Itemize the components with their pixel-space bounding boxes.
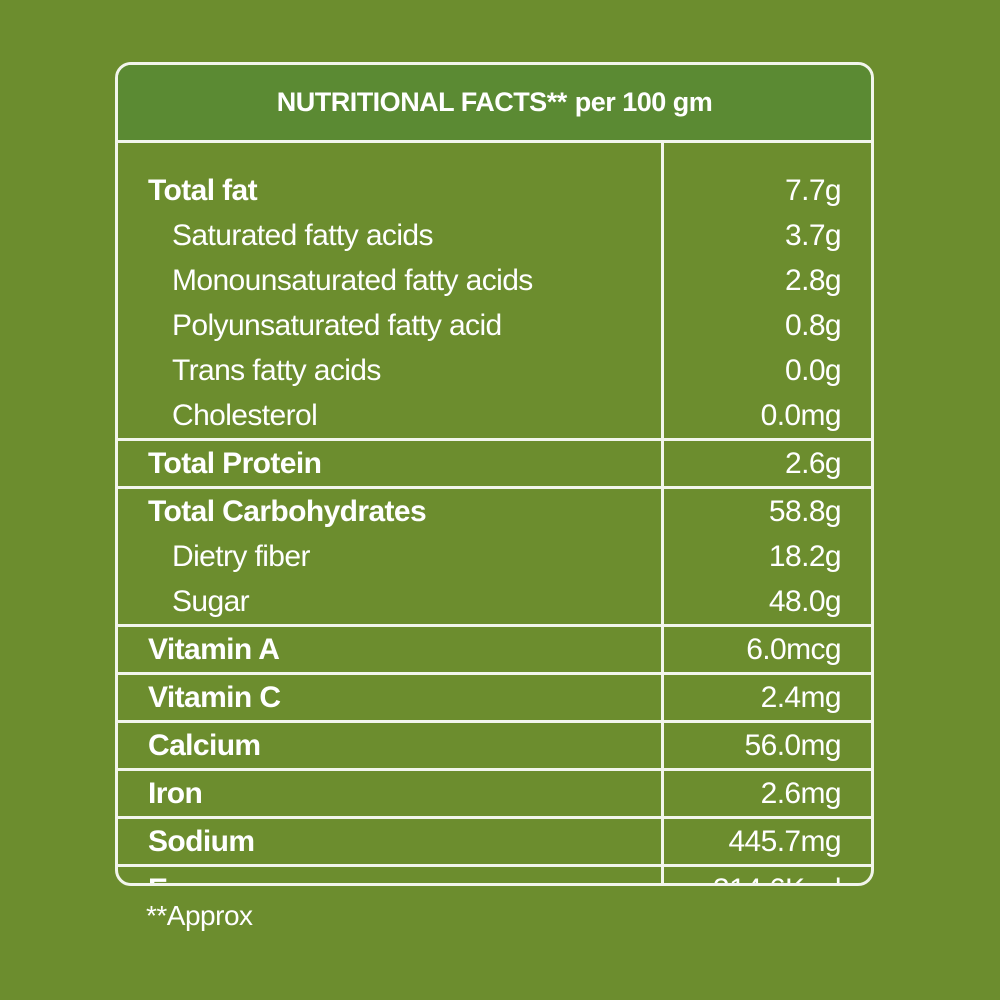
nutrient-label: Saturated fatty acids bbox=[172, 218, 433, 252]
nutrient-label: Calcium bbox=[148, 728, 261, 762]
nutrient-label: Monounsaturated fatty acids bbox=[172, 263, 533, 297]
table-row: Dietry fiber 18.2g bbox=[118, 534, 871, 579]
table-row: Monounsaturated fatty acids 2.8g bbox=[118, 258, 871, 303]
table-row: Sodium 445.7mg bbox=[118, 819, 871, 864]
nutrient-label: Energy bbox=[118, 873, 661, 884]
table-row: Saturated fatty acids 3.7g bbox=[118, 213, 871, 258]
carbohydrates-group: Total Carbohydrates 58.8g Dietry fiber 1… bbox=[118, 489, 871, 627]
nutrient-value: 0.0g bbox=[785, 353, 842, 387]
nutrient-label: Cholesterol bbox=[172, 398, 318, 432]
panel-header: NUTRITIONAL FACTS** per 100 gm bbox=[118, 65, 871, 143]
nutrient-label: Dietry fiber bbox=[172, 539, 310, 573]
table-row: Energy 314.6Kcal bbox=[118, 867, 871, 884]
nutrient-value: 0.8g bbox=[785, 308, 842, 342]
nutrient-value: 58.8g bbox=[768, 494, 842, 528]
nutrient-label: Vitamin A bbox=[148, 632, 280, 666]
nutrient-label: Total Carbohydrates bbox=[148, 494, 427, 528]
table-row: Total fat 7.7g bbox=[118, 168, 871, 213]
table-row: Calcium 56.0mg bbox=[118, 723, 871, 768]
nutrient-label: Sodium bbox=[148, 824, 255, 858]
fat-group: Total fat 7.7g Saturated fatty acids 3.7… bbox=[118, 143, 871, 441]
nutrition-table: Total fat 7.7g Saturated fatty acids 3.7… bbox=[118, 143, 871, 884]
table-row: Vitamin A 6.0mcg bbox=[118, 627, 871, 672]
nutrient-value: 2.4mg bbox=[760, 680, 842, 714]
footnote: **Approx bbox=[146, 900, 253, 931]
nutrient-label: Total fat bbox=[148, 173, 258, 207]
calcium-group: Calcium 56.0mg bbox=[118, 723, 871, 771]
vitamin-a-group: Vitamin A 6.0mcg bbox=[118, 627, 871, 675]
panel-subtitle: per 100 gm bbox=[574, 87, 713, 117]
nutrient-value: 56.0mg bbox=[744, 728, 842, 762]
table-row: Total Carbohydrates 58.8g bbox=[118, 489, 871, 534]
nutrient-label: Total Protein bbox=[148, 446, 322, 480]
nutrient-label: Sugar bbox=[172, 584, 250, 618]
table-row: Sugar 48.0g bbox=[118, 579, 871, 624]
nutrition-facts-panel: NUTRITIONAL FACTS** per 100 gm Total fat… bbox=[115, 62, 874, 886]
table-row: Cholesterol 0.0mg bbox=[118, 393, 871, 438]
nutrient-value: 48.0g bbox=[768, 584, 842, 618]
nutrient-value: 0.0mg bbox=[760, 398, 842, 432]
nutrient-value: 3.7g bbox=[785, 218, 842, 252]
table-row: Vitamin C 2.4mg bbox=[118, 675, 871, 720]
table-row: Iron 2.6mg bbox=[118, 771, 871, 816]
nutrient-value: 7.7g bbox=[785, 173, 842, 207]
iron-group: Iron 2.6mg bbox=[118, 771, 871, 819]
nutrient-label: Polyunsaturated fatty acid bbox=[172, 308, 502, 342]
nutrient-label: Iron bbox=[148, 776, 203, 810]
nutrient-value: 6.0mcg bbox=[746, 632, 841, 666]
sodium-group: Sodium 445.7mg bbox=[118, 819, 871, 867]
nutrient-value: 2.6mg bbox=[760, 776, 842, 810]
nutrient-value: 445.7mg bbox=[728, 824, 841, 858]
nutrient-label: Trans fatty acids bbox=[172, 353, 381, 387]
column-divider bbox=[661, 143, 664, 883]
table-row: Polyunsaturated fatty acid 0.8g bbox=[118, 303, 871, 348]
nutrient-label: Vitamin C bbox=[148, 680, 281, 714]
vitamin-c-group: Vitamin C 2.4mg bbox=[118, 675, 871, 723]
nutrient-value: 18.2g bbox=[768, 539, 842, 573]
table-row: Trans fatty acids 0.0g bbox=[118, 348, 871, 393]
nutrient-value: 2.6g bbox=[785, 446, 842, 480]
protein-group: Total Protein 2.6g bbox=[118, 441, 871, 489]
energy-group: Energy 314.6Kcal bbox=[118, 867, 871, 884]
panel-title: NUTRITIONAL FACTS** bbox=[276, 87, 568, 117]
nutrient-value: 2.8g bbox=[785, 263, 842, 297]
nutrient-value: 314.6Kcal bbox=[661, 873, 871, 884]
table-row: Total Protein 2.6g bbox=[118, 441, 871, 486]
